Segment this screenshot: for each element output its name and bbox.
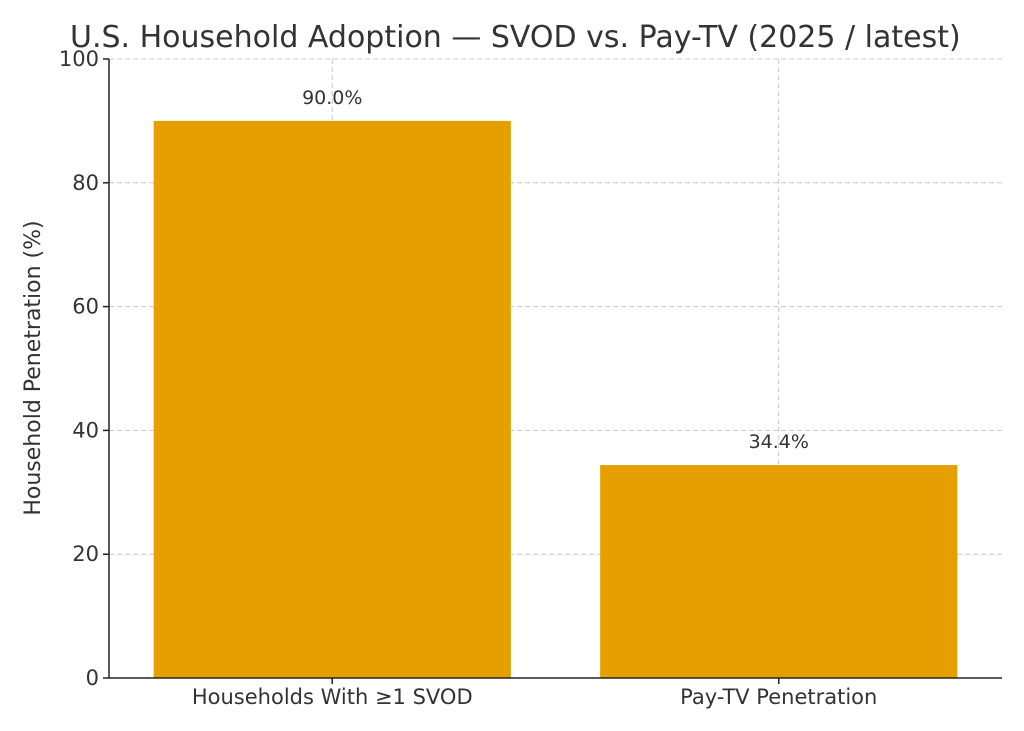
y-tick-label: 80 — [72, 171, 99, 195]
y-tick-label: 20 — [72, 542, 99, 566]
data-label: 90.0% — [302, 87, 362, 109]
y-tick-label: 40 — [72, 418, 99, 442]
label-layer: Households With ≥1 SVOD 90.0% Pay-TV Penet… — [192, 87, 877, 709]
y-tick-label: 100 — [59, 47, 99, 71]
y-axis-title: Household Penetration (%) — [21, 220, 46, 515]
x-tick-label: Households With ≥1 SVOD — [192, 685, 473, 709]
y-tick-label: 0 — [86, 666, 99, 690]
bar — [153, 120, 511, 678]
chart-title: U.S. Household Adoption — SVOD vs. Pay-T… — [70, 20, 961, 55]
x-tick-label: Pay-TV Penetration — [680, 685, 877, 709]
bar-layer — [153, 120, 958, 678]
axis-layer — [108, 59, 1002, 679]
y-tick-label: 60 — [72, 295, 99, 319]
tick-layer: 0 20 40 60 80 100 — [59, 47, 780, 690]
data-label: 34.4% — [749, 431, 809, 453]
bar — [600, 465, 958, 678]
